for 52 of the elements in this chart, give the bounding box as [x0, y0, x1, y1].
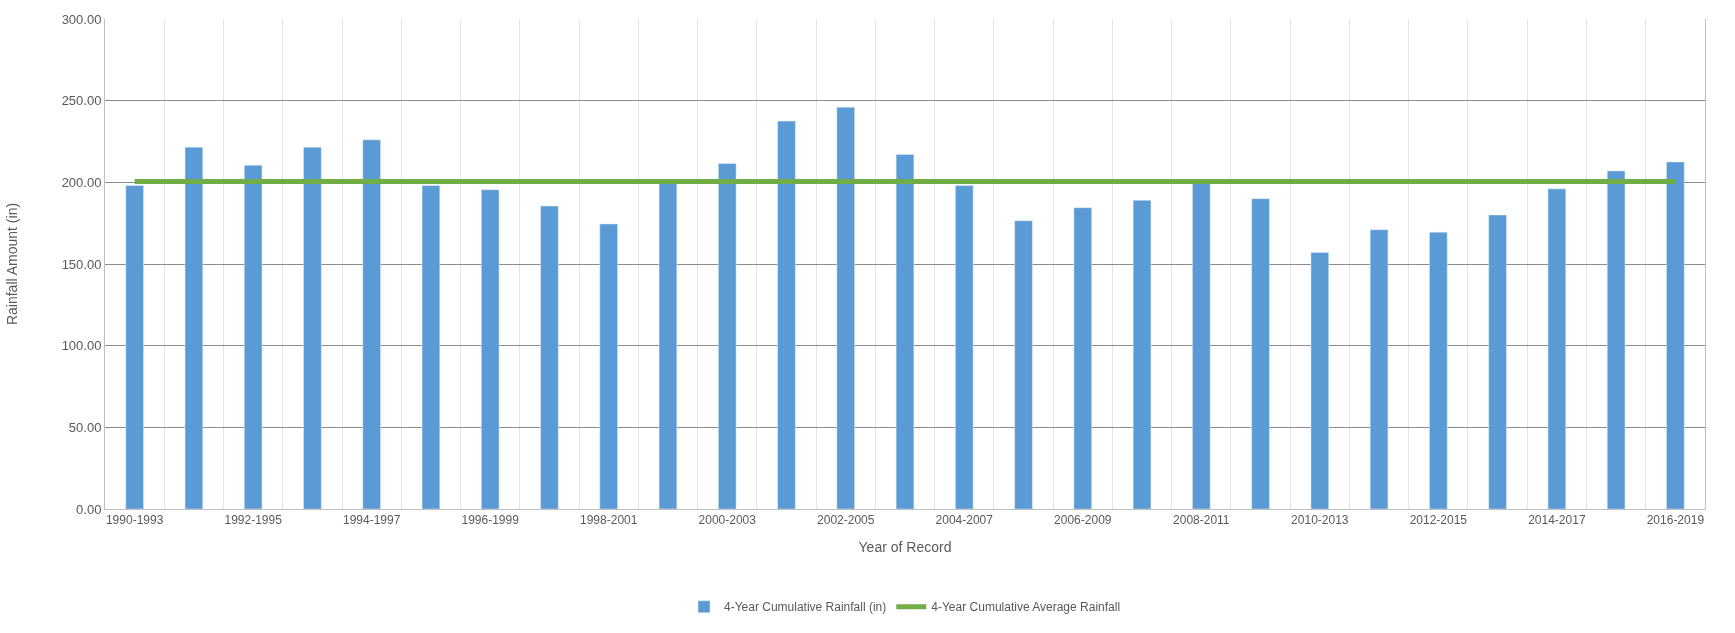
- x-tick-label: 1996-1999: [461, 513, 520, 528]
- x-tick-label: 2014-2017: [1528, 513, 1586, 528]
- y-tick-label: 150.00: [61, 256, 102, 272]
- y-tick-label: 100.00: [61, 338, 102, 354]
- legend-label: 4-Year Cumulative Average Rainfall: [931, 600, 1121, 615]
- x-tick-label: 2002-2005: [817, 513, 875, 528]
- y-tick-label: 50.00: [68, 419, 102, 435]
- x-tick-label: 1994-1997: [342, 513, 401, 528]
- bar: [1547, 188, 1566, 509]
- y-tick-label: 0.00: [76, 501, 102, 517]
- bar: [1251, 198, 1270, 509]
- y-tick-label: 200.00: [61, 174, 102, 190]
- bar: [125, 185, 144, 509]
- bar: [1310, 252, 1329, 509]
- x-tick-label: 1998-2001: [580, 513, 638, 528]
- bar: [1073, 207, 1092, 509]
- x-tick-label: 2008-2011: [1173, 513, 1230, 528]
- bar: [1666, 161, 1685, 509]
- x-tick-label: 1992-1995: [224, 513, 283, 528]
- x-tick-label: 2016-2019: [1646, 513, 1705, 528]
- bar: [1369, 229, 1389, 509]
- bar: [1132, 200, 1152, 509]
- bar: [481, 189, 500, 509]
- bar: [362, 139, 381, 509]
- y-tick-label: 250.00: [61, 93, 102, 109]
- bar: [1192, 182, 1211, 509]
- bar: [1429, 231, 1448, 509]
- bar: [1606, 170, 1626, 509]
- bar: [1488, 214, 1507, 509]
- x-tick-label: 2012-2015: [1409, 513, 1468, 528]
- bar: [244, 164, 263, 509]
- bar: [718, 163, 737, 509]
- bar: [540, 205, 559, 509]
- x-tick-label: 2004-2007: [935, 513, 994, 528]
- y-tick-label: 300.00: [61, 11, 102, 27]
- bar: [421, 185, 441, 509]
- bar: [184, 146, 204, 509]
- x-tick-label: 2010-2013: [1291, 513, 1349, 528]
- legend-label: 4-Year Cumulative Rainfall (in): [724, 600, 887, 615]
- bar: [895, 154, 915, 509]
- y-axis-title: Rainfall Amount (in): [4, 202, 21, 326]
- x-axis-title: Year of Record: [858, 538, 952, 555]
- x-tick-label: 1990-1993: [105, 513, 164, 528]
- x-tick-label: 2006-2009: [1054, 513, 1112, 528]
- x-tick-label: 2000-2003: [698, 513, 757, 528]
- bar: [777, 120, 796, 509]
- bar: [303, 146, 322, 509]
- bar: [658, 182, 678, 509]
- bar: [955, 185, 974, 509]
- bar: [599, 223, 618, 509]
- bar: [836, 106, 855, 509]
- bar: [1014, 220, 1033, 509]
